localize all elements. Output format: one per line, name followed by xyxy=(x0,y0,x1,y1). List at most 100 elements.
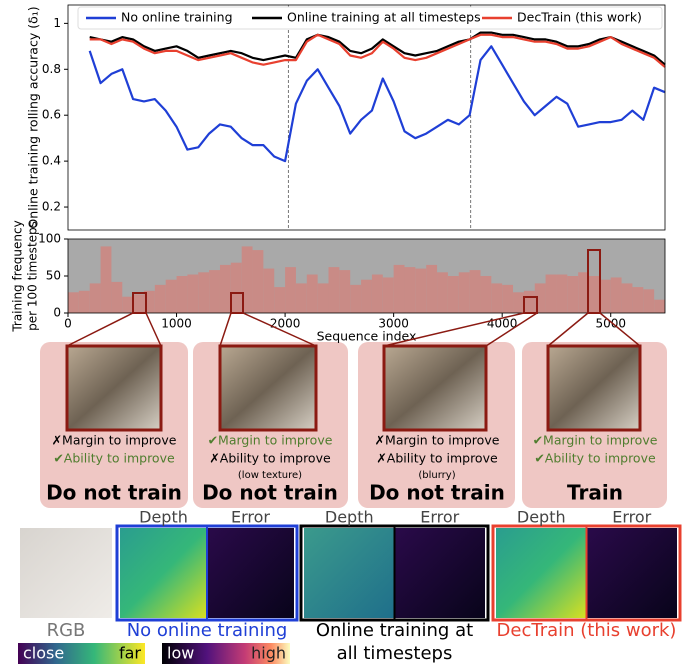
bar xyxy=(404,267,415,313)
y-tick-label: 1 xyxy=(53,16,61,30)
bar xyxy=(329,267,340,313)
bar xyxy=(513,292,524,313)
depth-image xyxy=(120,528,207,618)
bar xyxy=(166,280,177,313)
x-tick-label: 0 xyxy=(64,317,72,331)
bar xyxy=(220,265,231,313)
card-image xyxy=(548,346,640,430)
depth-image xyxy=(496,528,587,618)
criterion: ✗Ability to improve xyxy=(209,451,331,466)
bar xyxy=(426,265,437,313)
bar xyxy=(68,292,79,313)
group-label: Online training at xyxy=(316,620,473,641)
rgb-image xyxy=(20,528,112,618)
bar xyxy=(394,265,405,313)
bar xyxy=(600,280,611,313)
bar xyxy=(90,283,101,313)
series-line xyxy=(90,46,665,161)
y-tick-label: 50 xyxy=(46,269,61,283)
legend-label: No online training xyxy=(121,10,233,25)
bar xyxy=(111,282,122,313)
bar xyxy=(253,250,264,313)
bar xyxy=(589,276,600,313)
colorbar-low: low xyxy=(167,644,194,663)
legend-label: Online training at all timesteps xyxy=(287,10,481,25)
bar xyxy=(556,275,567,313)
bar xyxy=(546,275,557,313)
bar xyxy=(480,276,491,313)
bar xyxy=(654,300,665,313)
depth-image xyxy=(304,528,395,618)
criterion: ✗Margin to improve xyxy=(52,433,177,448)
error-image xyxy=(395,528,486,618)
figure: ✗Margin to improve ✔Ability to improve Do … xyxy=(0,0,699,666)
criterion: ✔Ability to improve xyxy=(534,451,656,466)
bar xyxy=(177,276,188,313)
bar xyxy=(502,285,513,313)
bar xyxy=(437,272,448,313)
bar xyxy=(133,295,144,314)
depth-label: Depth xyxy=(517,508,566,527)
bar xyxy=(383,277,394,313)
legend-label: DecTrain (this work) xyxy=(517,10,642,25)
series-line xyxy=(90,35,665,67)
decision: Do not train xyxy=(202,481,338,505)
connector xyxy=(548,313,588,346)
bar xyxy=(296,283,307,313)
y-axis-label: Online training rolling accuracy (δ₁) xyxy=(26,6,41,228)
decision: Do not train xyxy=(46,481,182,505)
depth-label: Depth xyxy=(139,508,188,527)
plot-frame xyxy=(68,5,665,230)
bar xyxy=(524,291,535,313)
bar xyxy=(632,287,643,313)
bar xyxy=(415,269,426,313)
criterion: ✔Margin to improve xyxy=(208,433,333,448)
error-label: Error xyxy=(420,508,459,527)
rgb-label: RGB xyxy=(47,620,86,641)
bar xyxy=(231,263,242,313)
colorbar-high: far xyxy=(119,644,141,663)
bar xyxy=(79,291,90,313)
comparison: RGB Depth Error No online training Depth Erro… xyxy=(18,508,680,665)
bar xyxy=(567,276,578,313)
bar xyxy=(448,276,459,313)
group-label: No online training xyxy=(127,620,288,641)
card-image xyxy=(220,346,316,430)
bar xyxy=(470,270,481,313)
bar xyxy=(611,277,622,313)
y-tick-label: 0.6 xyxy=(42,108,61,122)
bar xyxy=(350,285,361,313)
y-tick-label: 0.8 xyxy=(42,62,61,76)
depth-label: Depth xyxy=(325,508,374,527)
cards: ✗Margin to improve ✔Ability to improve Do … xyxy=(40,342,667,508)
charts: No online training Online training at all… xyxy=(11,5,666,346)
bar xyxy=(361,280,372,313)
error-label: Error xyxy=(612,508,651,527)
y-tick-label: 100 xyxy=(38,232,61,246)
bar xyxy=(155,285,166,313)
decision: Do not train xyxy=(369,481,505,505)
error-label: Error xyxy=(231,508,270,527)
bar xyxy=(122,297,133,313)
bar xyxy=(643,289,654,313)
bar xyxy=(187,275,198,313)
bar xyxy=(307,275,318,313)
group-label: all timesteps xyxy=(337,643,453,664)
bar xyxy=(491,283,502,313)
group-label: DecTrain (this work) xyxy=(497,620,677,641)
y-tick-label: 0 xyxy=(53,306,61,320)
y-tick-label: 0.4 xyxy=(42,154,61,168)
x-tick-label: 5000 xyxy=(595,317,626,331)
bar xyxy=(101,246,112,313)
colorbar-low: close xyxy=(23,644,64,663)
card-image xyxy=(384,346,486,430)
connector xyxy=(67,313,133,346)
bar xyxy=(372,275,383,313)
criterion: ✗Ability to improve xyxy=(376,451,498,466)
error-image xyxy=(207,528,294,618)
decision: Train xyxy=(567,481,623,505)
criterion: ✔Margin to improve xyxy=(533,433,658,448)
note: (blurry) xyxy=(418,470,455,481)
bar xyxy=(622,283,633,313)
bar xyxy=(263,269,274,313)
